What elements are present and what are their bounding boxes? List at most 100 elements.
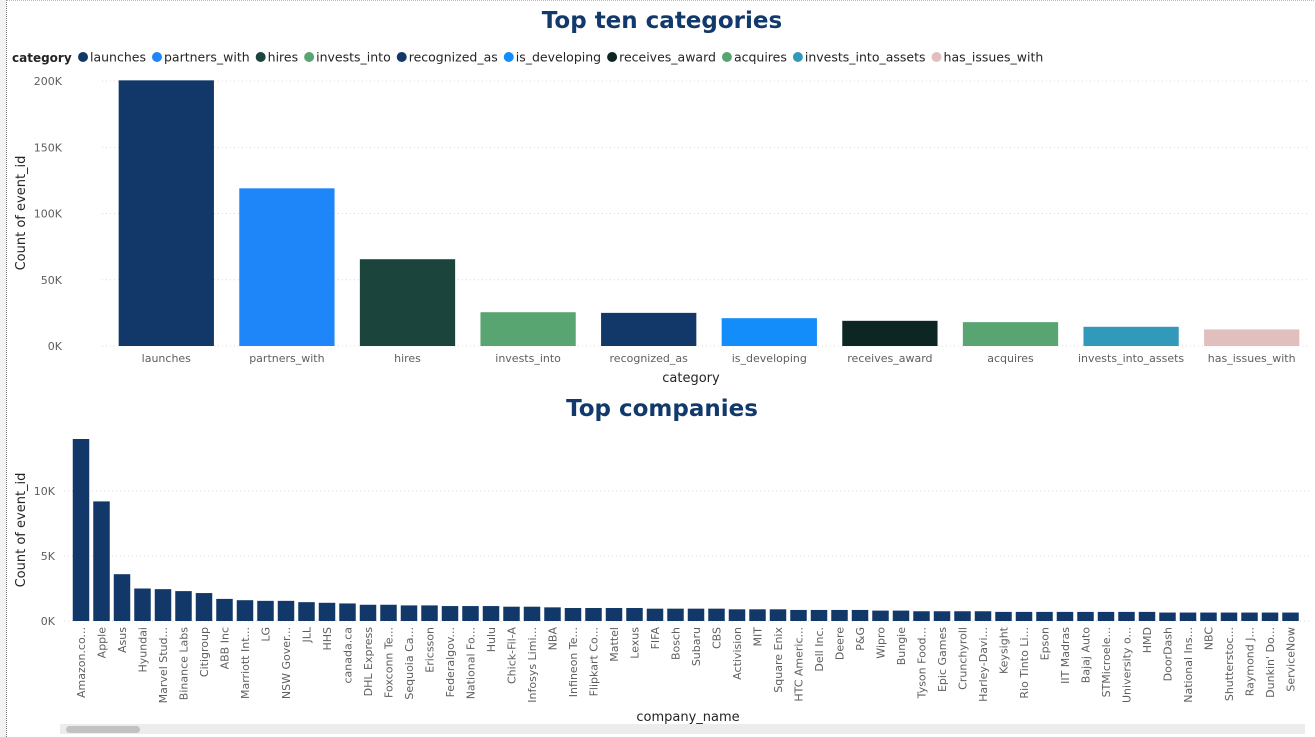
bar-nsw-gover[interactable] <box>277 600 295 621</box>
bar-nbc[interactable] <box>1200 612 1217 621</box>
bar-wipro[interactable] <box>872 610 889 621</box>
bar-raymond-j[interactable] <box>1241 612 1258 621</box>
bar-abb-inc[interactable] <box>216 598 233 621</box>
horizontal-scrollbar[interactable] <box>60 724 1305 734</box>
bar-hyundai[interactable] <box>134 588 151 622</box>
bar-hmd[interactable] <box>1138 611 1156 621</box>
legend-item-launches[interactable]: launches <box>90 50 146 65</box>
bar-dell-inc[interactable] <box>810 609 828 621</box>
x-tick-asus: Asus <box>116 627 129 653</box>
bar-square-enix[interactable] <box>769 609 787 621</box>
bar-iit-madras[interactable] <box>1056 611 1074 621</box>
bar-lexus[interactable] <box>626 608 643 621</box>
bar-bungie[interactable] <box>892 610 910 621</box>
bar-receives-award[interactable] <box>842 320 938 346</box>
bar-is-developing[interactable] <box>721 318 817 346</box>
bottom-chart-y-ticks: 0K 5K 10K <box>34 485 56 628</box>
bar-subaru[interactable] <box>687 608 705 621</box>
x-tick-foxconn-te: Foxconn Te... <box>383 627 396 698</box>
bottom-chart-bars[interactable] <box>72 439 1299 622</box>
bar-mattel[interactable] <box>605 608 623 621</box>
bar-fifa[interactable] <box>646 608 664 621</box>
bar-dhl-express[interactable] <box>359 604 377 621</box>
bar-canada-ca[interactable] <box>339 603 356 621</box>
legend-item-acquires[interactable]: acquires <box>734 50 787 65</box>
legend-item-receives-award[interactable]: receives_award <box>619 50 716 65</box>
bar-rio-tinto-li[interactable] <box>1015 611 1033 621</box>
bar-flipkart-co[interactable] <box>585 608 602 621</box>
legend-item-invests-into[interactable]: invests_into <box>316 50 391 65</box>
bar-citigroup[interactable] <box>195 593 213 621</box>
bar-mit[interactable] <box>749 609 766 621</box>
legend-item-recognized-as[interactable]: recognized_as <box>409 50 498 65</box>
bar-launches[interactable] <box>118 80 214 347</box>
bar-foxconn-te[interactable] <box>380 604 397 621</box>
bar-activision[interactable] <box>728 609 746 621</box>
x-tick-national-ins: National Ins... <box>1182 627 1195 703</box>
bar-chick-fil-a[interactable] <box>503 606 520 621</box>
bar-invests-into[interactable] <box>480 312 576 346</box>
bar-p-g[interactable] <box>851 609 869 621</box>
bar-apple[interactable] <box>93 501 110 621</box>
legend-item-invests-into-assets[interactable]: invests_into_assets <box>805 50 926 65</box>
bar-htc-americ[interactable] <box>790 609 807 621</box>
bar-keysight[interactable] <box>995 611 1012 621</box>
bar-cbs[interactable] <box>708 608 725 621</box>
bar-university-o[interactable] <box>1118 611 1135 621</box>
top-chart-y-ticks: 0K 50K 100K 150K 200K <box>34 75 63 353</box>
bar-federalgov[interactable] <box>441 606 459 621</box>
y-tick-label: 0K <box>41 615 56 628</box>
bar-amazon-co[interactable] <box>72 439 90 621</box>
bar-crunchyroll[interactable] <box>954 611 971 621</box>
legend-item-has-issues-with[interactable]: has_issues_with <box>944 50 1044 65</box>
x-tick-invests-into-assets: invests_into_assets <box>1078 352 1184 365</box>
bar-national-ins[interactable] <box>1179 612 1197 621</box>
bar-sequoia-ca[interactable] <box>400 605 418 621</box>
bar-national-fo[interactable] <box>462 606 479 621</box>
bar-has-issues-with[interactable] <box>1204 329 1300 346</box>
bar-harley-davi[interactable] <box>974 611 992 621</box>
bar-hulu[interactable] <box>482 606 500 621</box>
top-chart-bars[interactable] <box>118 80 1300 347</box>
bar-nba[interactable] <box>544 607 561 621</box>
bar-dunkin-do[interactable] <box>1261 612 1279 621</box>
bar-infineon-te[interactable] <box>564 608 582 621</box>
bar-infosys-limi[interactable] <box>523 606 541 621</box>
y-tick-label: 0K <box>48 340 63 353</box>
bar-shutterstoc[interactable] <box>1220 612 1238 621</box>
bar-bosch[interactable] <box>667 608 684 621</box>
bar-doordash[interactable] <box>1159 612 1176 621</box>
bar-epson[interactable] <box>1036 611 1053 621</box>
bar-deere[interactable] <box>831 609 848 621</box>
x-tick-doordash: DoorDash <box>1162 627 1175 681</box>
bar-binance-labs[interactable] <box>175 591 192 621</box>
bar-hires[interactable] <box>359 259 456 346</box>
bar-acquires[interactable] <box>962 322 1059 346</box>
legend-item-is-developing[interactable]: is_developing <box>516 50 601 65</box>
bar-invests-into-assets[interactable] <box>1083 326 1179 346</box>
bar-servicenow[interactable] <box>1282 612 1299 621</box>
legend-item-partners-with[interactable]: partners_with <box>164 50 250 65</box>
x-tick-recognized-as: recognized_as <box>610 352 689 365</box>
bar-jll[interactable] <box>298 602 315 621</box>
bar-stmicroele[interactable] <box>1097 611 1115 621</box>
bar-recognized-as[interactable] <box>601 312 697 346</box>
bar-partners-with[interactable] <box>239 188 335 346</box>
bar-marvel-stud[interactable] <box>154 589 172 621</box>
horizontal-scrollbar-thumb[interactable] <box>66 726 140 733</box>
top-chart-legend[interactable]: category launches partners_with hires inves… <box>12 50 1043 66</box>
x-tick-canada-ca: canada.ca <box>342 627 355 684</box>
bar-asus[interactable] <box>113 574 131 621</box>
bar-marriott-int[interactable] <box>236 600 254 621</box>
bar-tyson-food[interactable] <box>913 611 930 621</box>
bar-lg[interactable] <box>257 600 274 621</box>
legend-item-hires[interactable]: hires <box>268 50 298 65</box>
bar-epic-games[interactable] <box>933 611 951 621</box>
top-chart-x-axis-label: category <box>662 371 720 386</box>
bar-hhs[interactable] <box>318 602 336 621</box>
bar-ericsson[interactable] <box>421 605 438 621</box>
x-tick-hyundai: Hyundai <box>137 627 150 673</box>
x-tick-invests-into: invests_into <box>495 352 561 365</box>
bar-bajaj-auto[interactable] <box>1077 611 1094 621</box>
